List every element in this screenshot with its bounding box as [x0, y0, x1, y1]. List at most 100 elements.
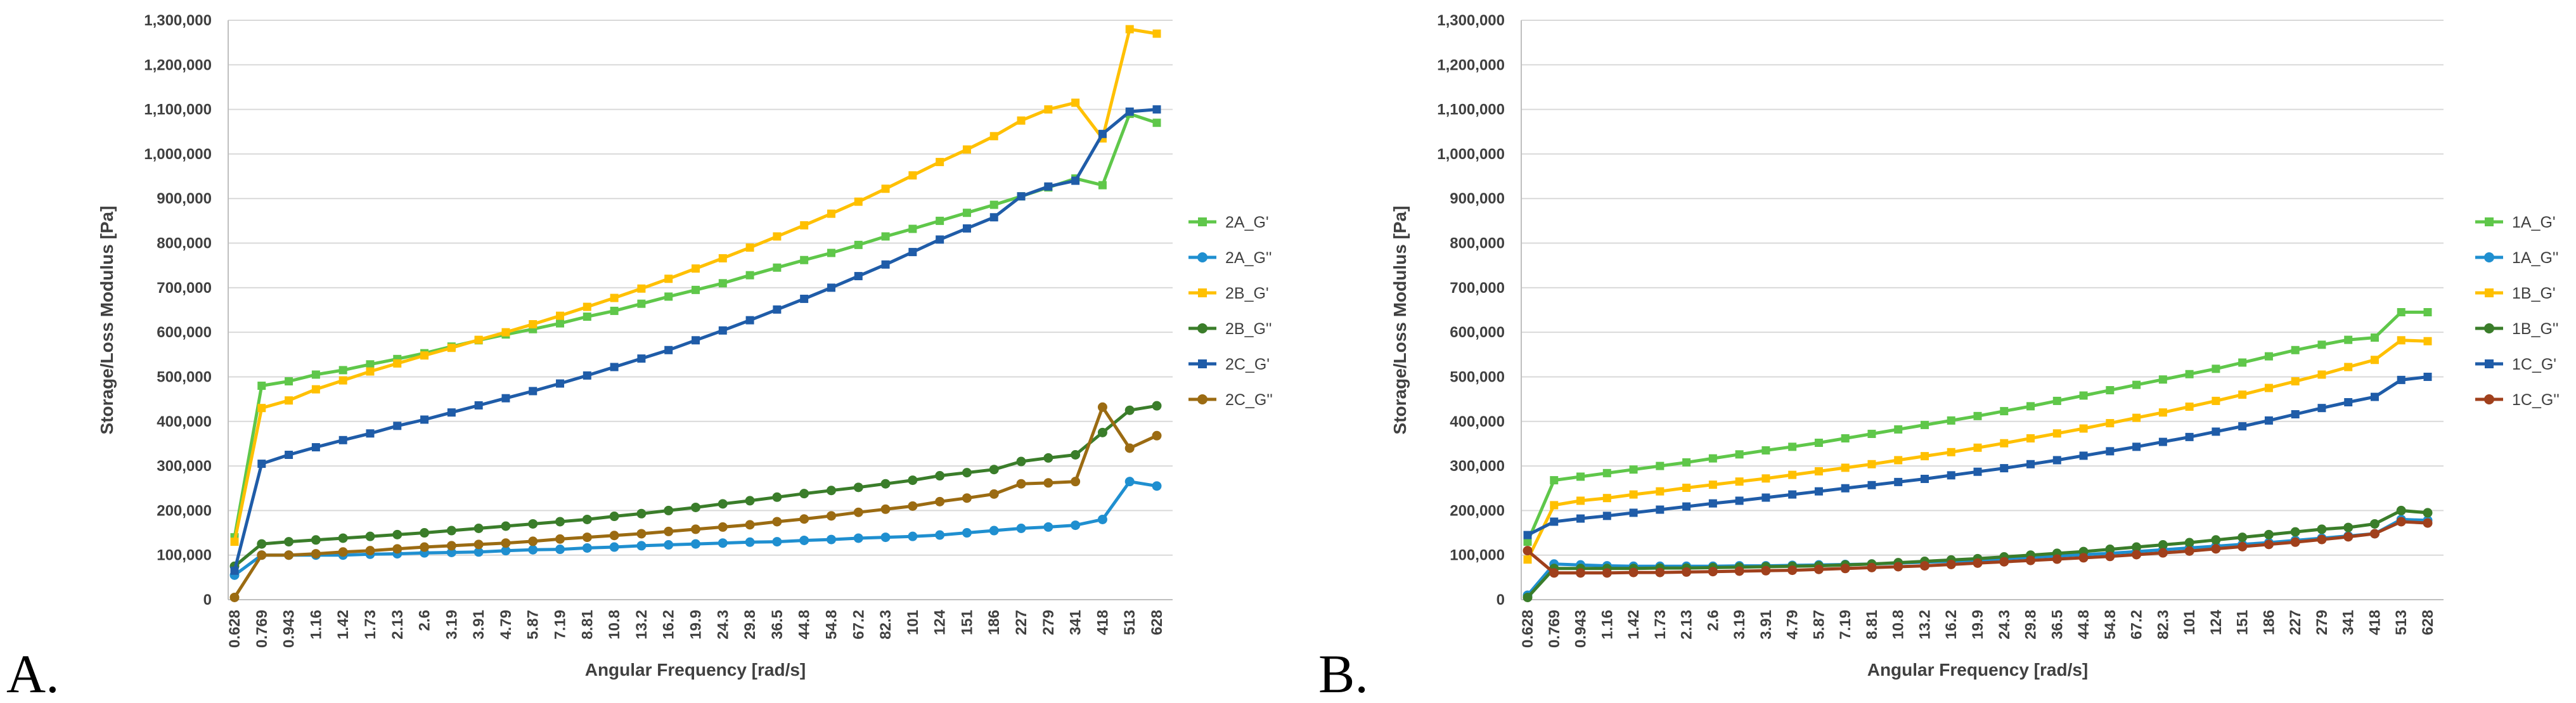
x-tick-label: 1.42: [335, 610, 352, 640]
data-point: [285, 396, 293, 405]
x-tick-label: 7.19: [552, 610, 569, 640]
legend-item: 2C_G': [1188, 356, 1270, 373]
data-point: [610, 306, 619, 315]
x-tick-label: 44.8: [796, 610, 813, 640]
x-tick-label: 1.73: [1652, 610, 1669, 640]
legend-label: 2A_G'': [1225, 249, 1272, 267]
data-point: [420, 415, 429, 424]
x-tick-label: 36.5: [2049, 610, 2066, 640]
data-point: [800, 221, 809, 229]
x-tick-label: 4.79: [1784, 610, 1801, 640]
data-point: [2344, 335, 2353, 344]
data-point: [2343, 522, 2354, 532]
legend-marker: [1197, 252, 1208, 262]
data-point: [2370, 356, 2379, 364]
data-point: [311, 370, 320, 379]
data-point: [1682, 484, 1691, 493]
data-point: [393, 359, 402, 368]
legend-item: 1A_G'': [2475, 249, 2558, 267]
data-point: [989, 213, 998, 222]
data-point: [1761, 446, 1770, 455]
legend-label: 2C_G': [1225, 356, 1270, 373]
data-point: [1071, 176, 1080, 185]
data-point: [2369, 529, 2380, 539]
data-point: [447, 408, 456, 417]
x-tick-label: 186: [2260, 610, 2277, 635]
data-point: [1097, 514, 1107, 524]
data-point: [2291, 377, 2300, 385]
legend-label: 2B_G': [1225, 285, 1269, 302]
data-point: [1920, 420, 1929, 429]
x-tick-labels: 0.628 0.769 0.943 1.16 1.42 1.73 2.13 2.6 3.19 3.…: [1519, 609, 2437, 648]
data-point: [799, 489, 809, 499]
data-point: [529, 319, 538, 328]
x-tick-label: 10.8: [1890, 610, 1907, 640]
x-tick-label: 3.91: [470, 610, 487, 640]
data-point: [2264, 416, 2273, 425]
data-point: [2423, 518, 2433, 528]
legend-marker: [2484, 323, 2494, 333]
data-point: [1043, 522, 1053, 532]
data-point: [881, 232, 890, 241]
series-2A_G': [230, 110, 1161, 542]
y-tick-label: 700,000: [1450, 280, 1505, 297]
y-axis-label: Storage/Loss Modulus [Pa]: [97, 206, 117, 435]
data-point: [2185, 432, 2194, 441]
data-point: [2290, 537, 2300, 547]
data-point: [2052, 429, 2061, 438]
data-point: [773, 263, 782, 272]
y-tick-label: 500,000: [1450, 368, 1505, 385]
data-point: [1602, 512, 1611, 520]
data-point: [1656, 505, 1665, 514]
x-tick-label: 1.42: [1625, 610, 1642, 640]
panel-label-a: A.: [6, 643, 60, 700]
legend: 1A_G' 1A_G'' 1B_G' 1B_G'' 1C_G' 1C_G'': [2475, 214, 2560, 409]
data-point: [583, 371, 591, 380]
data-point: [773, 305, 782, 314]
data-point: [908, 171, 917, 180]
data-point: [908, 224, 917, 233]
data-point: [1655, 567, 1665, 577]
data-point: [826, 534, 836, 545]
data-point: [2317, 404, 2326, 413]
x-tick-label: 0.769: [254, 610, 271, 648]
data-point: [474, 335, 483, 344]
data-point: [1152, 430, 1162, 441]
series-2C_G': [230, 105, 1161, 575]
data-point: [338, 366, 347, 375]
data-point: [854, 272, 863, 281]
series-1B_G': [1523, 336, 2432, 564]
x-tick-label: 3.19: [443, 610, 460, 640]
x-tick-label: 82.3: [877, 610, 894, 640]
data-point: [1656, 461, 1665, 470]
x-tick-label: 2.6: [416, 610, 434, 631]
data-point: [2079, 451, 2088, 460]
data-point: [908, 475, 918, 486]
data-point: [962, 468, 972, 478]
data-point: [989, 465, 999, 475]
x-tick-label: 279: [1040, 610, 1057, 635]
x-tick-label: 279: [2314, 610, 2331, 635]
x-tick-label: 0.943: [281, 610, 298, 648]
data-point: [908, 531, 918, 541]
data-point: [1152, 29, 1161, 38]
x-tick-label: 1.16: [307, 610, 325, 640]
chart-panel-a: 0 100,000 200,000 300,000 400,000 500,000 600,…: [6, 12, 1273, 703]
x-tick-label: 186: [986, 610, 1003, 635]
data-point: [1152, 481, 1162, 491]
data-point: [664, 540, 674, 550]
data-point: [257, 382, 266, 390]
legend-marker: [2485, 359, 2494, 368]
y-tick-label: 1,200,000: [144, 56, 212, 74]
legend: 2A_G' 2A_G'' 2B_G' 2B_G'' 2C_G' 2C_G'': [1188, 214, 1273, 409]
data-point: [1097, 402, 1107, 412]
data-point: [1735, 450, 1744, 459]
data-point: [2026, 434, 2035, 442]
data-point: [2212, 396, 2220, 405]
x-tick-label: 0.628: [226, 610, 243, 648]
y-tick-label: 300,000: [157, 458, 212, 475]
data-point: [692, 285, 700, 294]
x-tick-label: 24.3: [714, 610, 731, 640]
data-point: [555, 534, 565, 544]
data-point: [583, 302, 591, 311]
